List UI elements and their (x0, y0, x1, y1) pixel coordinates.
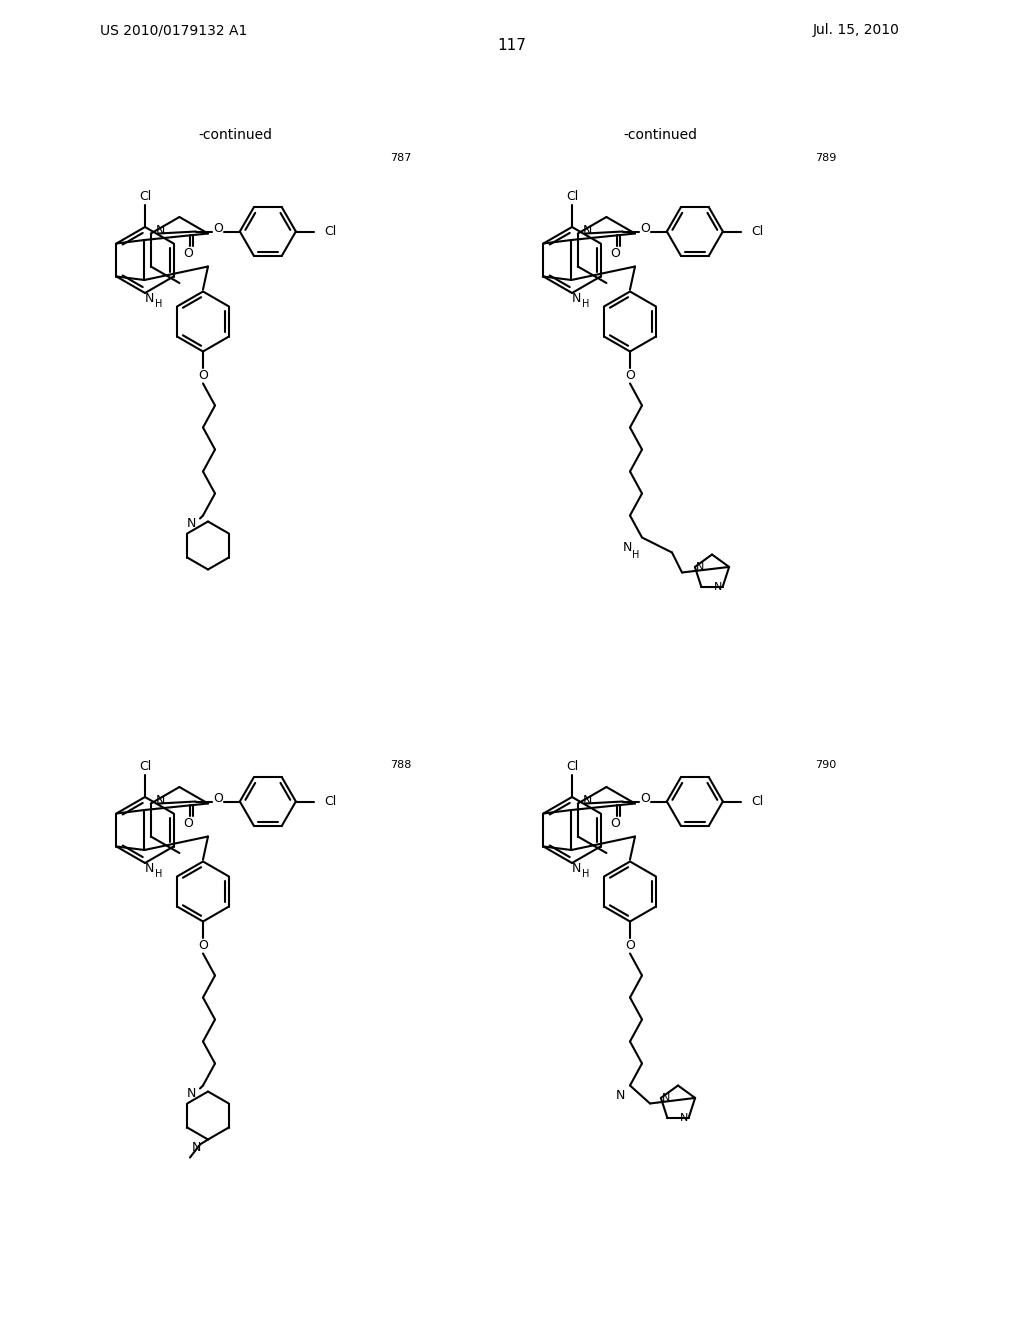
Text: Cl: Cl (139, 760, 152, 774)
Text: O: O (198, 370, 208, 381)
Text: 117: 117 (498, 37, 526, 53)
Text: Cl: Cl (751, 795, 763, 808)
Text: O: O (213, 792, 223, 805)
Text: N: N (695, 562, 705, 572)
Text: N: N (571, 862, 581, 874)
Text: 788: 788 (390, 760, 412, 770)
Text: N: N (144, 292, 154, 305)
Text: Cl: Cl (324, 795, 336, 808)
Text: O: O (640, 222, 650, 235)
Text: O: O (610, 247, 620, 260)
Text: Cl: Cl (566, 760, 579, 774)
Text: H: H (155, 869, 162, 879)
Text: Jul. 15, 2010: Jul. 15, 2010 (813, 22, 900, 37)
Text: N: N (583, 224, 592, 238)
Text: US 2010/0179132 A1: US 2010/0179132 A1 (100, 22, 248, 37)
Text: Cl: Cl (324, 224, 336, 238)
Text: N: N (679, 1113, 688, 1123)
Text: -continued: -continued (198, 128, 272, 143)
Text: 790: 790 (815, 760, 837, 770)
Text: O: O (183, 817, 193, 830)
Text: N: N (623, 541, 632, 554)
Text: N: N (571, 292, 581, 305)
Text: H: H (155, 300, 162, 309)
Text: Cl: Cl (566, 190, 579, 203)
Text: O: O (183, 247, 193, 260)
Text: 787: 787 (390, 153, 412, 162)
Text: H: H (582, 869, 589, 879)
Text: N: N (615, 1089, 625, 1102)
Text: O: O (625, 939, 635, 952)
Text: O: O (213, 222, 223, 235)
Text: Cl: Cl (751, 224, 763, 238)
Text: N: N (583, 795, 592, 807)
Text: N: N (144, 862, 154, 874)
Text: Cl: Cl (139, 190, 152, 203)
Text: N: N (156, 795, 165, 807)
Text: -continued: -continued (623, 128, 697, 143)
Text: N: N (186, 1086, 196, 1100)
Text: 789: 789 (815, 153, 837, 162)
Text: O: O (625, 370, 635, 381)
Text: N: N (191, 1140, 201, 1154)
Text: O: O (640, 792, 650, 805)
Text: O: O (610, 817, 620, 830)
Text: N: N (156, 224, 165, 238)
Text: H: H (582, 300, 589, 309)
Text: N: N (186, 517, 196, 531)
Text: O: O (198, 939, 208, 952)
Text: N: N (714, 582, 722, 593)
Text: H: H (632, 550, 640, 561)
Text: N: N (662, 1093, 670, 1104)
